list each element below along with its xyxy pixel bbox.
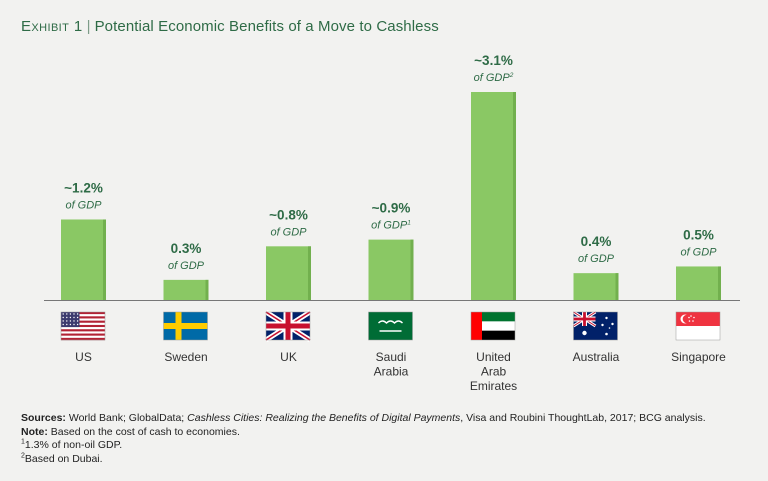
footnotes: Sources: World Bank; GlobalData; Cashles… <box>21 412 751 466</box>
uae-flag <box>470 311 516 341</box>
sources-label: Sources: <box>21 412 66 424</box>
value-label: ~3.1% <box>474 53 513 68</box>
bar-edge <box>103 219 106 300</box>
bar-edge <box>205 279 209 300</box>
sources-title: Cashless Cities: Realizing the Benefits … <box>187 412 461 424</box>
us-flag <box>60 311 106 341</box>
exhibit-number: Exhibit 1 <box>21 18 83 35</box>
note-text: Based on the cost of cash to economies. <box>50 425 240 438</box>
sources-text: World Bank; GlobalData; <box>68 412 185 424</box>
gdp-label: of GDP1 <box>371 220 411 232</box>
gdp-label: of GDP <box>578 253 615 265</box>
sources-line: Sources: World Bank; GlobalData; Cashles… <box>21 412 751 426</box>
category-label: Australia <box>573 350 620 364</box>
note-line: Note: Based on the cost of cash to econo… <box>21 426 751 440</box>
title-separator: | <box>86 18 91 35</box>
category-label: Emirates <box>470 379 517 393</box>
value-label: ~1.2% <box>64 180 103 195</box>
category-label: Sweden <box>164 350 207 364</box>
value-label: 0.3% <box>171 241 202 256</box>
bar-edge <box>718 266 721 300</box>
note-label: Note: <box>21 425 48 438</box>
sources-text-end: , Visa and Roubini ThoughtLab, 2017; BCG… <box>460 412 706 424</box>
singapore-flag <box>675 311 721 341</box>
footnote-1-text: 1.3% of non-oil GDP. <box>24 439 123 451</box>
footnote-2-text: Based on Dubai. <box>24 452 103 465</box>
bar-edge <box>615 273 619 300</box>
bar-edge <box>308 246 311 300</box>
value-label: ~0.9% <box>372 201 411 216</box>
gdp-label: of GDP <box>270 226 307 238</box>
footnote-2: 2Based on Dubai. <box>21 452 751 467</box>
gdp-label: of GDP2 <box>474 72 514 84</box>
bar <box>471 92 516 300</box>
bar <box>676 266 721 300</box>
gdp-label: of GDP <box>65 199 102 211</box>
footnote-2-mark: 2 <box>21 452 25 459</box>
footnote-1: 11.3% of non-oil GDP. <box>21 439 751 453</box>
exhibit-title: Exhibit 1 | Potential Economic Benefits of… <box>21 18 439 35</box>
bar-chart: ~1.2% of GDP US 0.3% of GDP Sweden ~0.8% of GDP… <box>44 53 740 393</box>
category-label: US <box>75 350 92 364</box>
category-label: UK <box>280 350 297 364</box>
bar <box>573 273 619 300</box>
category-label: United <box>476 350 511 364</box>
category-label: Saudi <box>376 350 407 364</box>
saudi-arabia-flag <box>368 311 413 341</box>
gdp-label: of GDP <box>168 260 205 272</box>
bar-edge <box>410 239 414 300</box>
bar <box>266 246 311 300</box>
value-label: 0.5% <box>683 227 714 242</box>
sweden-flag <box>163 311 208 341</box>
value-label: ~0.8% <box>269 207 308 222</box>
bar <box>61 219 106 300</box>
australia-flag <box>572 310 618 341</box>
category-label: Singapore <box>671 350 726 364</box>
value-label: 0.4% <box>581 234 612 249</box>
gdp-label: of GDP <box>680 246 717 258</box>
bar <box>368 239 414 300</box>
footnote-1-mark: 1 <box>21 438 25 446</box>
bar <box>163 279 209 300</box>
title-text: Potential Economic Benefits of a Move to… <box>94 18 439 35</box>
category-label: Arabia <box>374 365 409 379</box>
bar-edge <box>513 92 516 300</box>
category-label: Arab <box>481 365 507 379</box>
uk-flag <box>264 309 312 343</box>
